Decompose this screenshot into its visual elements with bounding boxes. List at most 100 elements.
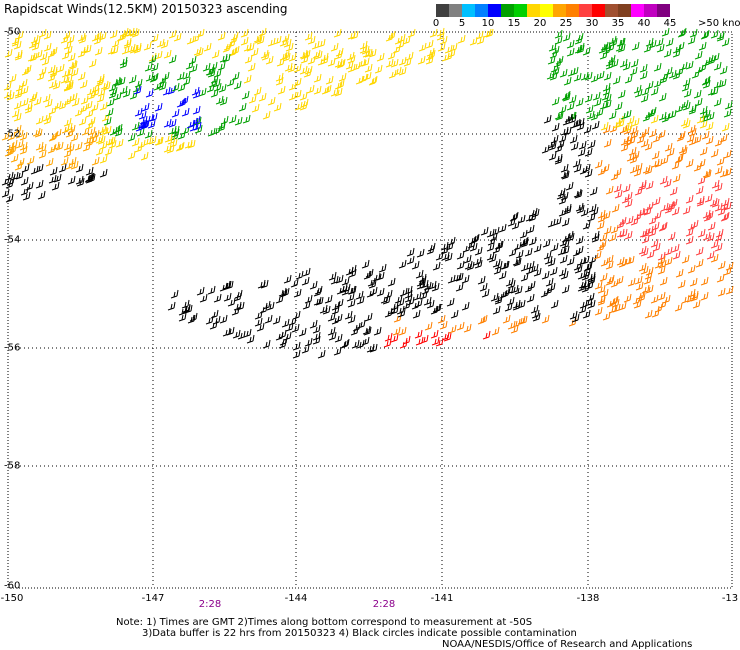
- legend-swatch-10: [566, 4, 579, 17]
- wind-barb: [256, 35, 265, 45]
- legend-label-8: 40: [637, 18, 651, 29]
- wind-barb: [307, 35, 316, 45]
- wind-barb: [641, 126, 650, 136]
- wind-barb: [262, 110, 271, 120]
- wind-barb: [431, 282, 440, 292]
- wind-barb: [390, 333, 399, 343]
- wind-barb: [633, 299, 642, 309]
- wind-barb: [312, 324, 321, 334]
- wind-barb: [19, 145, 28, 155]
- wind-barb: [701, 29, 710, 39]
- wind-barb: [501, 288, 510, 298]
- wind-barb: [199, 293, 208, 303]
- wind-barb: [3, 89, 12, 99]
- wind-barb: [27, 52, 36, 62]
- wind-barb: [573, 188, 582, 198]
- wind-barb: [699, 105, 708, 115]
- wind-barb: [626, 255, 635, 265]
- wind-barb: [91, 129, 100, 139]
- credit-line: NOAA/NESDIS/Office of Research and Appli…: [442, 639, 693, 650]
- wind-barb: [575, 97, 584, 107]
- legend-swatch-16: [644, 4, 657, 17]
- wind-barb: [20, 186, 29, 196]
- wind-barb: [505, 285, 514, 295]
- wind-barb: [376, 287, 385, 297]
- wind-barb: [612, 75, 621, 85]
- wind-barb: [477, 315, 486, 325]
- wind-barb: [38, 28, 47, 38]
- wind-barb: [234, 116, 243, 126]
- wind-barb: [341, 276, 350, 286]
- legend-label-0: 0: [432, 18, 440, 29]
- wind-barb: [35, 179, 44, 189]
- wind-barb: [304, 294, 313, 304]
- wind-barb: [75, 175, 84, 185]
- wind-barb: [476, 35, 485, 45]
- wind-barb: [658, 222, 667, 232]
- wind-barb: [461, 301, 470, 311]
- wind-barb: [382, 295, 391, 305]
- wind-barb: [721, 122, 730, 132]
- wind-barb: [547, 282, 556, 292]
- wind-barb: [30, 165, 39, 175]
- wind-barb: [384, 332, 393, 342]
- wind-barb: [373, 326, 382, 336]
- lon-label-135: -13: [721, 593, 739, 604]
- wind-barb: [593, 250, 602, 260]
- wind-barb: [314, 50, 323, 60]
- wind-barb: [144, 62, 153, 72]
- wind-barb: [514, 285, 523, 295]
- wind-barb: [428, 280, 437, 290]
- wind-barb: [681, 82, 690, 92]
- wind-barb: [246, 334, 255, 344]
- wind-barb: [119, 56, 128, 66]
- wind-barb: [147, 119, 156, 129]
- wind-barb: [506, 296, 515, 306]
- wind-barb: [133, 42, 142, 52]
- wind-barb: [168, 29, 177, 39]
- wind-barb: [578, 304, 587, 314]
- wind-barb: [711, 198, 720, 208]
- wind-barb: [627, 135, 636, 145]
- wind-barb: [334, 313, 343, 323]
- wind-barb: [602, 210, 611, 220]
- wind-barb: [105, 107, 114, 117]
- wind-barb: [300, 98, 309, 108]
- wind-barb: [654, 259, 663, 269]
- wind-barb: [37, 190, 46, 200]
- wind-barb: [42, 112, 51, 122]
- wind-barb: [561, 217, 570, 227]
- wind-barb: [137, 119, 146, 129]
- wind-barb: [711, 52, 720, 62]
- wind-barb: [488, 253, 497, 263]
- wind-barb: [520, 262, 529, 272]
- wind-barb: [150, 62, 159, 72]
- wind-barb: [709, 197, 718, 207]
- wind-barb: [624, 191, 633, 201]
- wind-barb: [469, 36, 478, 46]
- wind-barb: [182, 76, 191, 86]
- wind-barb: [53, 128, 62, 138]
- wind-barb: [398, 259, 407, 269]
- wind-barb: [397, 33, 406, 43]
- wind-barb: [181, 299, 190, 309]
- wind-barb: [447, 236, 456, 246]
- wind-barb: [583, 262, 592, 272]
- wind-barb: [77, 32, 86, 42]
- wind-barb: [414, 329, 423, 339]
- wind-barb: [547, 55, 556, 65]
- wind-barb: [424, 321, 433, 331]
- wind-barb: [20, 97, 29, 107]
- wind-barb: [55, 141, 64, 151]
- wind-barb: [67, 124, 76, 134]
- wind-barb: [91, 156, 100, 166]
- lat-label-60: -60: [4, 580, 21, 592]
- wind-barb: [171, 128, 180, 138]
- wind-barb: [575, 235, 584, 245]
- wind-barb: [646, 249, 655, 259]
- wind-barb: [713, 97, 722, 107]
- wind-barb: [347, 314, 356, 324]
- wind-barb: [267, 37, 276, 47]
- map-title: Rapidscat Winds(12.5KM) 20150323 ascendi…: [4, 2, 288, 16]
- legend-swatch-8: [540, 4, 553, 17]
